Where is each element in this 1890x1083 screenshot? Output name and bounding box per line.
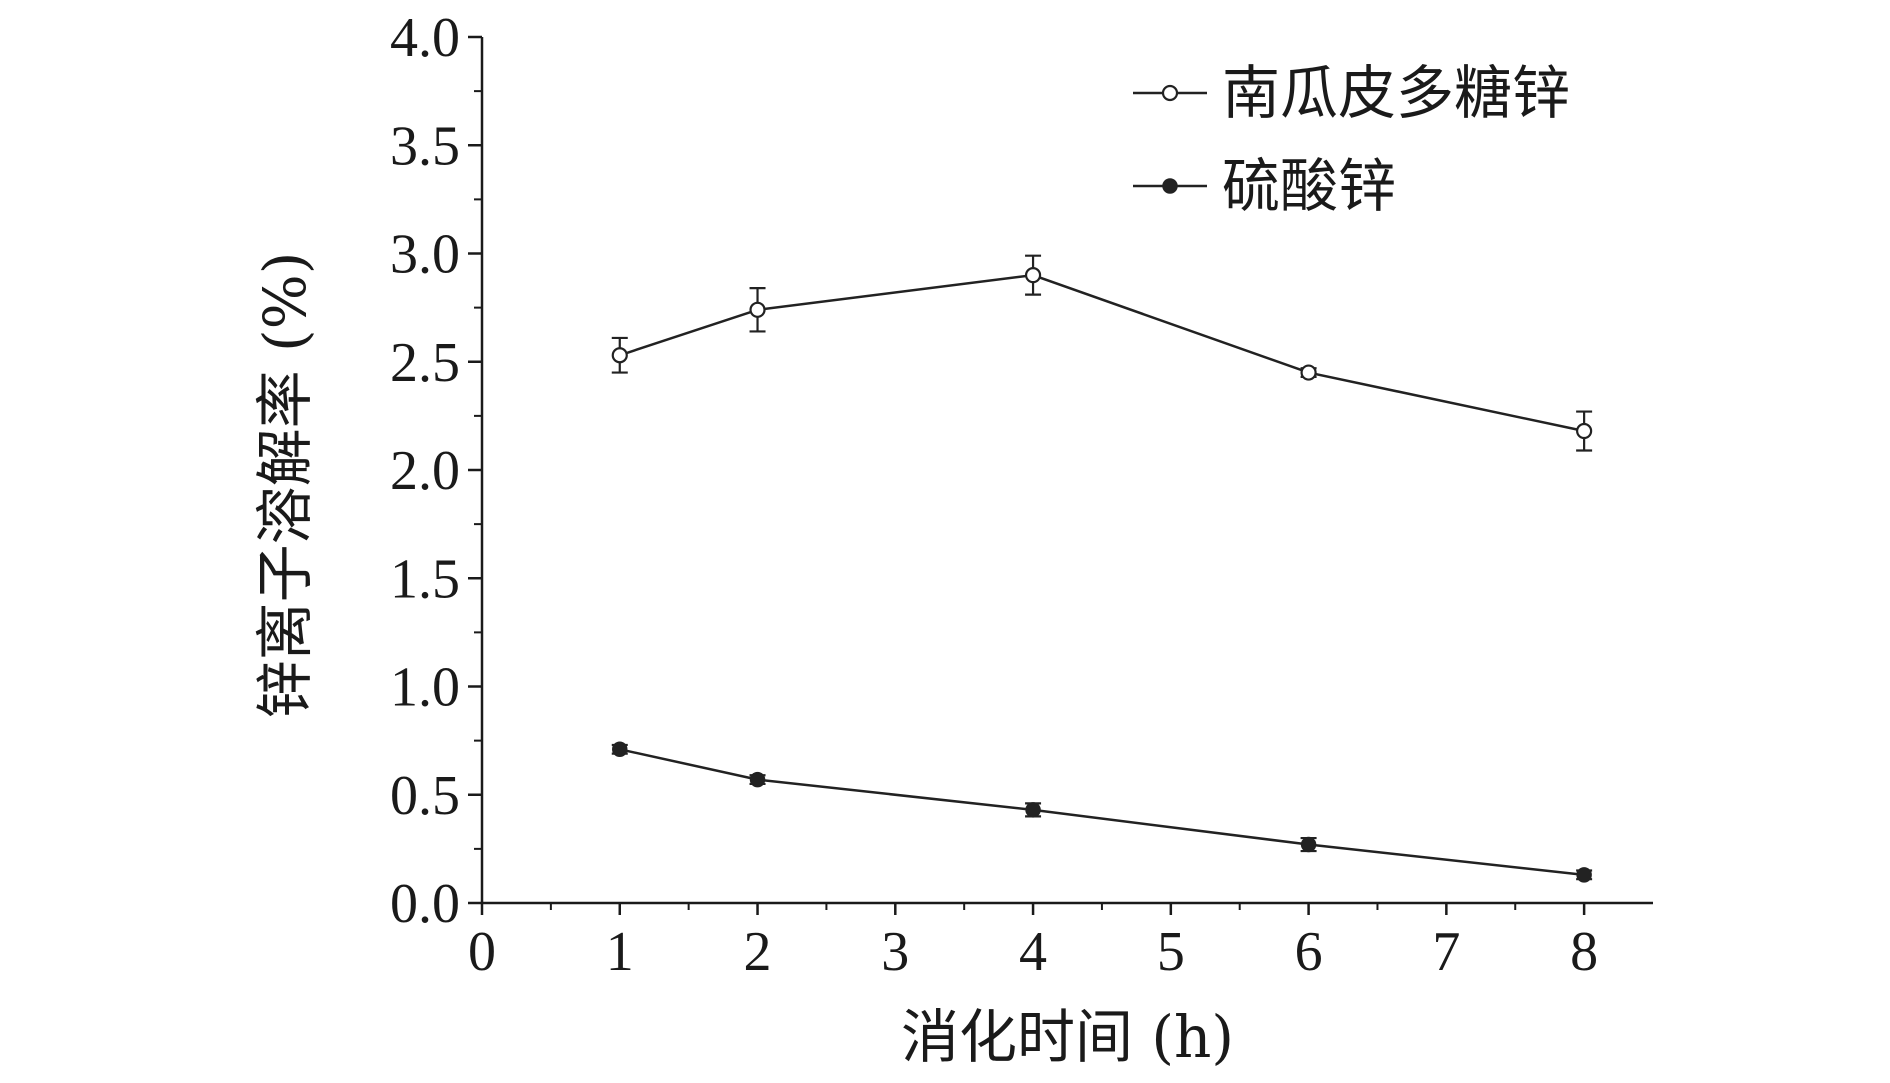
x-tick-label: 1 (606, 921, 634, 983)
x-tick-label: 7 (1432, 921, 1460, 983)
y-tick-label: 3.5 (390, 115, 460, 177)
x-tick-label: 6 (1295, 921, 1323, 983)
y-tick-label: 0.5 (390, 765, 460, 827)
data-point (749, 771, 766, 788)
y-axis-title: 锌离子溶解率 (%) (251, 252, 319, 719)
legend-label: 南瓜皮多糖锌 (1222, 59, 1570, 127)
x-axis-title: 消化时间 (h) (901, 1003, 1234, 1071)
data-point (1024, 267, 1042, 284)
y-tick-label: 1.5 (390, 548, 460, 610)
x-tick-label: 4 (1019, 921, 1047, 983)
data-point (1576, 422, 1593, 440)
data-point (1025, 802, 1041, 818)
data-point (749, 301, 766, 318)
legend-item-1: 南瓜皮多糖锌 (1133, 59, 1570, 127)
legend-label: 硫酸锌 (1222, 152, 1396, 220)
x-tick-label: 3 (881, 921, 909, 983)
series-2 (611, 741, 1593, 883)
x-tick-label: 5 (1157, 921, 1185, 983)
x-tick-label: 2 (744, 921, 772, 983)
x-tick-label: 0 (468, 921, 496, 983)
y-tick-label: 2.5 (390, 332, 460, 394)
data-point (1576, 867, 1592, 883)
data-point (1300, 836, 1317, 853)
data-point (1300, 364, 1317, 381)
y-tick-label: 0.0 (390, 873, 460, 935)
y-tick-label: 1.0 (390, 657, 460, 719)
data-point (611, 347, 628, 364)
y-tick-label: 4.0 (390, 7, 460, 69)
series-1 (611, 254, 1593, 452)
series-layer (611, 254, 1593, 883)
legend-marker (1161, 84, 1179, 102)
axes: 0 1 2 3 4 5 6 7 8 0.0 0.5 1.0 1.5 2.0 2.5 3.0 3.5 4.0 (390, 7, 1653, 983)
y-tick-label: 3.0 (390, 224, 460, 286)
legend-item-2: 硫酸锌 (1133, 152, 1396, 220)
y-tick-label: 2.0 (390, 440, 460, 502)
data-point (612, 741, 628, 758)
legend-marker (1162, 178, 1178, 194)
series-line (619, 748, 1585, 877)
series-line (619, 273, 1585, 433)
x-tick-label: 8 (1570, 921, 1598, 983)
